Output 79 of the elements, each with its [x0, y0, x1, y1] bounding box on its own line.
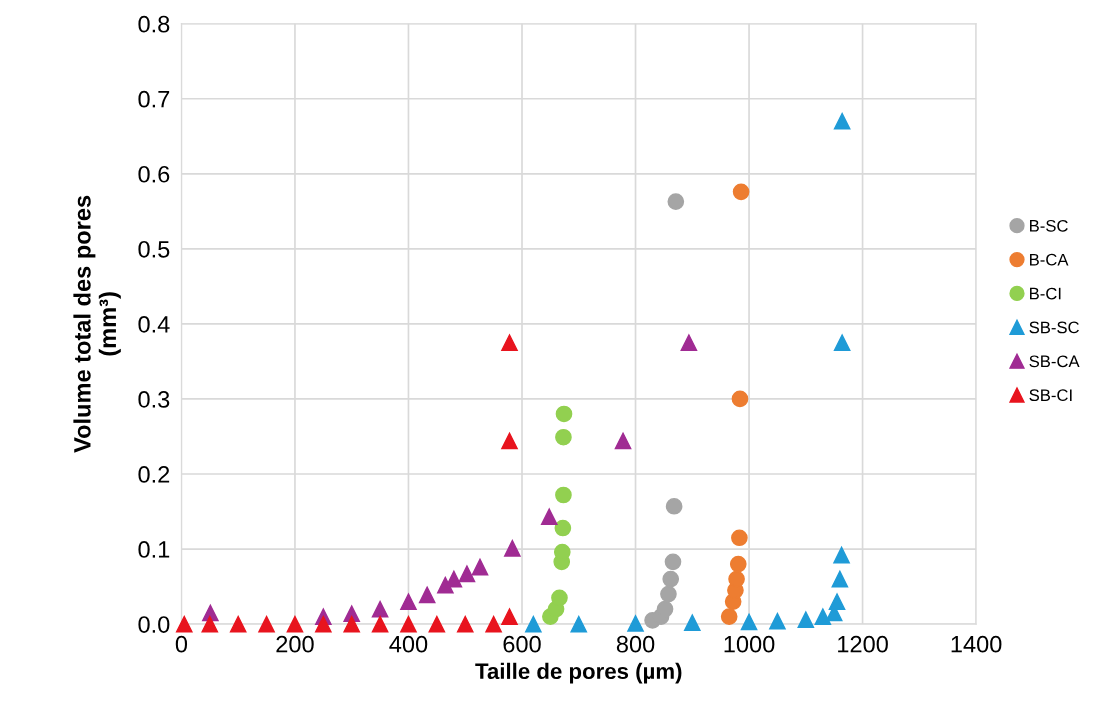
y-tick-label: 0.0 [138, 616, 170, 633]
point [525, 615, 542, 633]
point [720, 608, 738, 625]
point [400, 615, 417, 633]
point [418, 586, 436, 604]
x-tick-label: 0 [175, 635, 188, 653]
point [485, 615, 502, 633]
point [769, 612, 786, 630]
x-tick-label: 400 [389, 635, 428, 653]
x-tick-label: 800 [616, 635, 655, 653]
y-tick-label: 0.7 [138, 90, 170, 108]
point [504, 539, 521, 557]
point [814, 608, 832, 625]
point [728, 570, 745, 588]
point [458, 565, 476, 583]
y-tick-label: 0.5 [138, 240, 170, 258]
legend-label: SB-CA [1029, 355, 1080, 368]
point [662, 570, 680, 588]
point [833, 112, 851, 130]
point [664, 553, 682, 571]
point [343, 615, 361, 633]
point [627, 615, 644, 632]
y-tick-label: 0.1 [138, 541, 170, 558]
point [555, 428, 572, 446]
point [833, 546, 850, 564]
point [614, 432, 632, 450]
point [555, 486, 572, 504]
y-tick-label: 0.2 [138, 466, 170, 483]
y-tick-label: 0.3 [138, 391, 170, 408]
point [501, 432, 518, 450]
x-tick-label: 200 [276, 635, 314, 653]
point [570, 615, 588, 633]
y-tick-label: 0.6 [138, 165, 170, 183]
x-tick-label: 600 [503, 635, 541, 653]
y-tick-label: 0.8 [138, 15, 170, 33]
point [554, 519, 572, 537]
legend-label: SB-CI [1029, 389, 1072, 402]
point [667, 193, 685, 210]
point [660, 585, 677, 603]
point [831, 570, 849, 588]
point [551, 589, 568, 607]
point [740, 613, 758, 631]
point [258, 615, 275, 633]
point [456, 615, 474, 633]
point [314, 615, 332, 633]
point [680, 334, 698, 352]
point [828, 593, 846, 610]
point [501, 334, 518, 352]
y-axis-title: Volume total des pores (mm³) [73, 195, 121, 453]
point [471, 558, 489, 576]
point [555, 405, 573, 423]
point [732, 183, 750, 201]
point [729, 555, 747, 573]
x-tick-label: 1400 [951, 635, 1002, 653]
point [797, 611, 815, 628]
point [371, 600, 389, 618]
point [428, 615, 446, 633]
point [665, 497, 683, 515]
legend-label: B-CA [1030, 253, 1069, 266]
x-axis-title: Taille de pores (µm) [475, 662, 682, 684]
point [201, 615, 219, 633]
point [229, 615, 247, 633]
point [731, 390, 749, 408]
point [501, 608, 518, 625]
x-tick-label: 1200 [838, 635, 888, 653]
y-tick-label: 0.4 [138, 315, 170, 333]
point [400, 593, 417, 610]
legend-label: SB-SC [1029, 321, 1079, 334]
point [286, 615, 304, 633]
legend-label: B-CI [1030, 287, 1061, 300]
legend-label: B-SC [1030, 219, 1068, 232]
point [683, 614, 701, 631]
point [731, 529, 748, 547]
point [175, 615, 193, 633]
point [371, 615, 389, 633]
point [656, 600, 674, 618]
x-tick-label: 1000 [724, 635, 775, 653]
point [833, 334, 851, 352]
point [540, 508, 558, 526]
